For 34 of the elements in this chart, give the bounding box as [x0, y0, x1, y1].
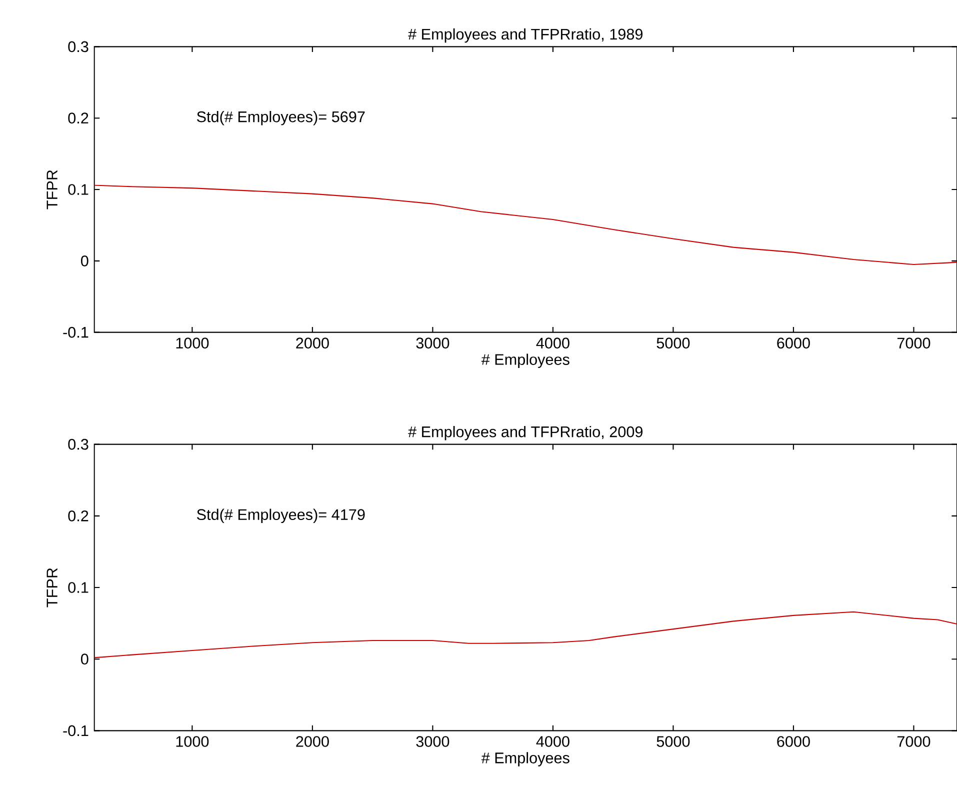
x-tick-label: 3000: [416, 736, 450, 747]
x-tick-label: 4000: [536, 736, 570, 747]
x-tick-label: 6000: [777, 736, 810, 747]
y-axis-title: TFPR: [46, 170, 58, 210]
y-tick-label: 0: [80, 255, 88, 266]
y-tick-label: -0.1: [63, 725, 88, 736]
annotation: Std(# Employees)= 4179: [196, 508, 365, 524]
x-tick-label: 2000: [296, 736, 329, 747]
y-tick-label: 0.1: [68, 582, 88, 593]
x-tick-label: 3000: [416, 338, 450, 349]
x-tick-label: 1000: [176, 736, 209, 747]
x-tick-label: 2000: [296, 338, 329, 349]
y-tick-label: -0.1: [63, 326, 88, 338]
x-tick-label: 4000: [536, 338, 570, 349]
x-axis-title: # Employees: [481, 354, 570, 368]
y-tick-label: 0.2: [68, 112, 88, 124]
y-tick-label: 0.3: [68, 41, 88, 52]
y-tick-label: 0.2: [68, 510, 88, 522]
x-tick-label: 5000: [656, 736, 690, 747]
chart-title: # Employees and TFPRratio, 2009: [408, 426, 643, 440]
annotation: Std(# Employees)= 5697: [196, 110, 365, 126]
y-tick-label: 0.1: [68, 184, 88, 195]
line-series: [94, 611, 957, 658]
x-tick-label: 5000: [656, 338, 690, 349]
x-tick-label: 7000: [897, 338, 930, 349]
x-tick-label: 6000: [777, 338, 810, 349]
chart-title: # Employees and TFPRratio, 1989: [408, 28, 643, 43]
line-series: [94, 184, 957, 266]
x-tick-label: 7000: [897, 736, 930, 747]
y-tick-label: 0.3: [68, 438, 88, 450]
y-axis-title: TFPR: [46, 568, 58, 608]
y-tick-label: 0: [80, 654, 88, 665]
x-axis-title: # Employees: [481, 752, 570, 766]
x-tick-label: 1000: [176, 338, 209, 349]
